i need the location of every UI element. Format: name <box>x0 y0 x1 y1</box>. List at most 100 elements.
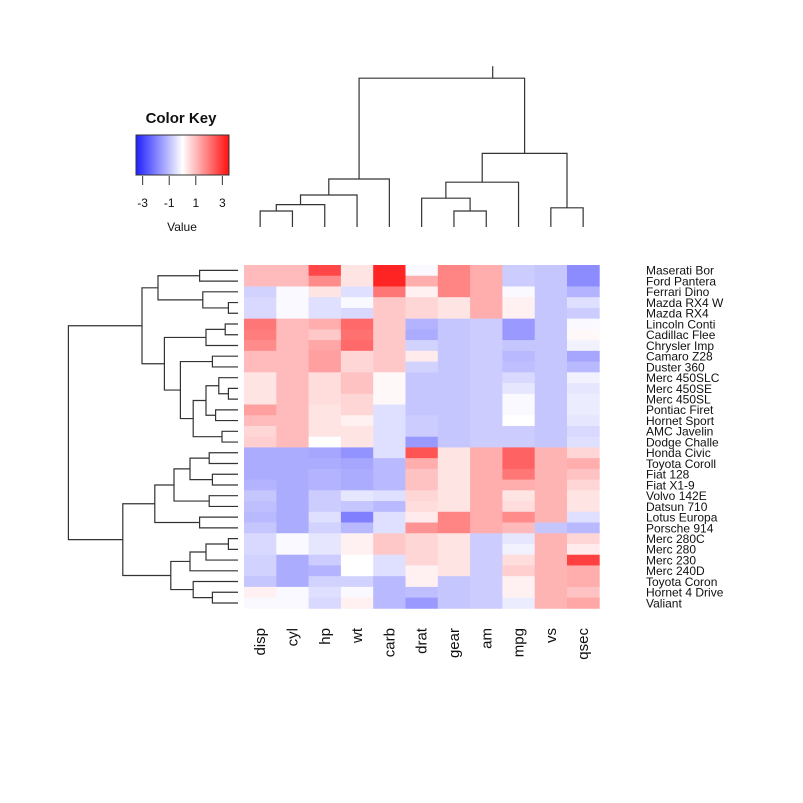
heatmap-cell <box>244 404 277 416</box>
heatmap-cell <box>470 265 503 277</box>
dendrogram-branch <box>358 77 526 179</box>
heatmap-cell <box>373 554 406 566</box>
heatmap-cell <box>437 350 471 362</box>
heatmap-cell <box>470 286 503 298</box>
dendrogram-branch <box>227 538 238 550</box>
heatmap-cell <box>405 586 439 599</box>
row-label: Volvo 142E <box>646 489 707 503</box>
heatmap-cell <box>567 275 600 287</box>
row-label: Dodge Challe <box>646 435 719 449</box>
heatmap-cell <box>373 340 406 352</box>
heatmap-cell <box>405 307 439 320</box>
heatmap-cell <box>340 350 374 362</box>
heatmap-cell <box>534 318 568 330</box>
dendrogram-branch <box>215 409 238 422</box>
dendrogram-branch <box>205 328 238 347</box>
heatmap-cell <box>373 479 406 491</box>
heatmap-cell <box>470 511 503 523</box>
heatmap-cell <box>405 533 439 545</box>
heatmap-cell <box>340 479 374 491</box>
heatmap-cell <box>437 307 471 320</box>
heatmap-cell <box>437 576 471 588</box>
heatmap-cell <box>470 543 503 556</box>
heatmap-cell <box>308 511 342 523</box>
heatmap-cell <box>437 383 471 395</box>
heatmap-cell <box>373 533 406 545</box>
heatmap-cell <box>502 361 536 373</box>
heatmap-cell <box>276 447 309 459</box>
heatmap-cell <box>244 372 277 384</box>
row-label: Hornet 4 Drive <box>646 586 724 600</box>
heatmap-cell <box>567 597 600 609</box>
color-key-title: Color Key <box>146 110 218 127</box>
heatmap-cell <box>534 350 568 362</box>
heatmap-cell <box>405 597 439 609</box>
heatmap-cell <box>502 543 536 556</box>
heatmap-cell <box>308 501 342 513</box>
heatmap-cell <box>437 586 471 599</box>
dendrogram-branch <box>67 325 142 541</box>
dendrogram-branch <box>211 355 238 368</box>
dendrogram-branch <box>122 503 171 577</box>
heatmap-cell <box>373 490 406 502</box>
heatmap-cell <box>405 436 439 448</box>
heatmap-cell <box>340 383 374 395</box>
heatmap-cell <box>534 265 568 277</box>
heatmap-cell <box>502 597 536 609</box>
heatmap-cell <box>534 447 568 459</box>
heatmap-cell <box>308 425 342 438</box>
heatmap-cell <box>308 543 342 556</box>
row-label: Honda Civic <box>646 446 711 460</box>
heatmap-cell <box>308 361 342 373</box>
heatmap-cell <box>437 554 471 566</box>
dendrogram-branch <box>192 399 222 438</box>
heatmap-cell <box>502 340 536 352</box>
heatmap-cell <box>502 329 536 341</box>
heatmap-cell <box>567 490 600 502</box>
heatmap-cell <box>405 404 439 416</box>
heatmap-cell <box>340 436 374 448</box>
heatmap-cell <box>567 404 600 416</box>
heatmap-cell <box>308 340 342 352</box>
heatmap-cell <box>244 275 277 287</box>
heatmap-cell <box>534 393 568 405</box>
dendrogram-branch <box>481 152 568 208</box>
row-label: Toyota Coroll <box>646 457 716 471</box>
column-label: disp <box>252 628 269 656</box>
heatmap-cell <box>276 286 309 298</box>
heatmap-cell <box>470 340 503 352</box>
heatmap-cell <box>373 415 406 427</box>
heatmap-cell <box>405 458 439 470</box>
heatmap-cell <box>308 586 342 599</box>
heatmap-cell <box>244 340 277 352</box>
color-key-gradient <box>135 134 230 176</box>
heatmap-cell <box>340 393 374 405</box>
heatmap-cell <box>567 479 600 491</box>
heatmap-cell <box>405 393 439 405</box>
heatmap-cell <box>373 586 406 599</box>
dendrogram-branch <box>208 452 238 465</box>
heatmap-cell <box>244 597 277 609</box>
heatmap-cell <box>340 597 374 609</box>
heatmap-cell <box>534 479 568 491</box>
key-tick-label: 1 <box>192 196 199 210</box>
heatmap-cell <box>567 543 600 556</box>
heatmap-cell <box>373 307 406 320</box>
column-label: qsec <box>575 628 592 660</box>
heatmap-cell <box>567 458 600 470</box>
heatmap-cell <box>437 447 471 459</box>
heatmap-cell <box>373 383 406 395</box>
heatmap-cell <box>308 318 342 330</box>
heatmap-cell <box>405 329 439 341</box>
heatmap-cell <box>276 383 309 395</box>
heatmap-cell <box>405 415 439 427</box>
row-label: Fiat 128 <box>646 468 690 482</box>
heatmap-cell <box>437 361 471 373</box>
heatmap-cell <box>373 361 406 373</box>
heatmap-cell <box>405 447 439 459</box>
heatmap-cell <box>502 554 536 566</box>
heatmap-cell <box>276 543 309 556</box>
heatmap-cell <box>244 415 277 427</box>
dendrogram-branch <box>299 194 358 227</box>
heatmap-cell <box>405 383 439 395</box>
